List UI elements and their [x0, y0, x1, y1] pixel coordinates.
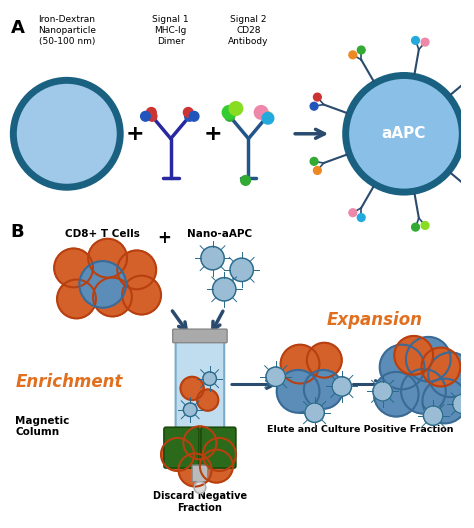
- FancyBboxPatch shape: [173, 329, 227, 343]
- Text: +: +: [157, 229, 171, 247]
- FancyBboxPatch shape: [192, 465, 208, 482]
- Circle shape: [255, 106, 268, 119]
- FancyBboxPatch shape: [201, 427, 236, 468]
- Circle shape: [374, 372, 419, 417]
- Circle shape: [332, 376, 352, 396]
- Text: Iron-Dextran
Nanoparticle
(50-100 nm): Iron-Dextran Nanoparticle (50-100 nm): [38, 15, 96, 46]
- Circle shape: [222, 106, 236, 119]
- Circle shape: [54, 249, 93, 287]
- Circle shape: [183, 108, 193, 117]
- Circle shape: [225, 111, 235, 121]
- Circle shape: [263, 111, 272, 121]
- Circle shape: [80, 261, 126, 308]
- Text: Nano-aAPC: Nano-aAPC: [187, 229, 252, 239]
- FancyBboxPatch shape: [175, 338, 224, 429]
- Circle shape: [310, 102, 318, 110]
- Circle shape: [373, 382, 392, 401]
- FancyBboxPatch shape: [164, 427, 199, 468]
- Text: +: +: [126, 124, 144, 144]
- Circle shape: [197, 389, 219, 411]
- Circle shape: [310, 157, 318, 165]
- Circle shape: [313, 93, 321, 101]
- Text: +: +: [203, 124, 222, 144]
- Circle shape: [146, 108, 156, 117]
- Circle shape: [349, 209, 357, 216]
- Circle shape: [313, 167, 321, 174]
- Circle shape: [281, 345, 319, 383]
- Circle shape: [262, 112, 274, 124]
- Circle shape: [411, 223, 419, 231]
- Circle shape: [304, 370, 343, 409]
- Text: aAPC: aAPC: [382, 126, 426, 142]
- Circle shape: [305, 403, 324, 422]
- Circle shape: [212, 278, 236, 301]
- Text: Magnetic
Column: Magnetic Column: [15, 416, 70, 437]
- Circle shape: [241, 176, 250, 185]
- Circle shape: [194, 482, 206, 493]
- Text: CD8+ T Cells: CD8+ T Cells: [65, 229, 140, 239]
- Circle shape: [469, 66, 474, 73]
- Circle shape: [185, 111, 194, 121]
- Circle shape: [380, 345, 424, 389]
- Circle shape: [394, 336, 433, 375]
- Circle shape: [421, 38, 429, 46]
- Circle shape: [422, 379, 467, 423]
- Text: Signal 1
MHC-Ig
Dimer: Signal 1 MHC-Ig Dimer: [153, 15, 189, 46]
- Circle shape: [183, 403, 197, 417]
- Circle shape: [266, 367, 285, 386]
- Circle shape: [421, 222, 429, 229]
- Circle shape: [179, 454, 211, 486]
- Text: B: B: [10, 223, 24, 241]
- Circle shape: [203, 372, 217, 385]
- Circle shape: [346, 76, 462, 192]
- Circle shape: [401, 369, 446, 413]
- Circle shape: [88, 239, 127, 278]
- Circle shape: [161, 438, 194, 471]
- Circle shape: [181, 376, 204, 400]
- Circle shape: [307, 343, 342, 378]
- Text: Signal 2
CD28
Antibody: Signal 2 CD28 Antibody: [228, 15, 269, 46]
- Text: Expansion: Expansion: [327, 312, 423, 329]
- Circle shape: [277, 370, 319, 413]
- Circle shape: [469, 194, 474, 202]
- Circle shape: [453, 394, 472, 413]
- Circle shape: [183, 426, 217, 459]
- Circle shape: [230, 258, 254, 281]
- Circle shape: [428, 352, 473, 397]
- Circle shape: [117, 250, 156, 289]
- Circle shape: [411, 36, 419, 44]
- Circle shape: [57, 279, 96, 318]
- Circle shape: [357, 214, 365, 221]
- Circle shape: [189, 111, 199, 121]
- Circle shape: [349, 51, 357, 59]
- Circle shape: [147, 111, 157, 121]
- Circle shape: [13, 80, 120, 187]
- Circle shape: [141, 111, 150, 121]
- Circle shape: [421, 347, 460, 386]
- Text: Discard Negative
Fraction: Discard Negative Fraction: [153, 492, 247, 513]
- Circle shape: [93, 278, 132, 316]
- Text: Enrichment: Enrichment: [15, 373, 123, 391]
- Circle shape: [229, 102, 243, 115]
- Circle shape: [406, 337, 451, 382]
- Text: A: A: [10, 19, 24, 37]
- Circle shape: [357, 46, 365, 54]
- Circle shape: [122, 276, 161, 315]
- Circle shape: [200, 450, 233, 483]
- Circle shape: [203, 438, 236, 471]
- Text: Elute and Culture Positive Fraction: Elute and Culture Positive Fraction: [267, 426, 454, 435]
- Circle shape: [201, 247, 224, 270]
- Circle shape: [423, 406, 443, 426]
